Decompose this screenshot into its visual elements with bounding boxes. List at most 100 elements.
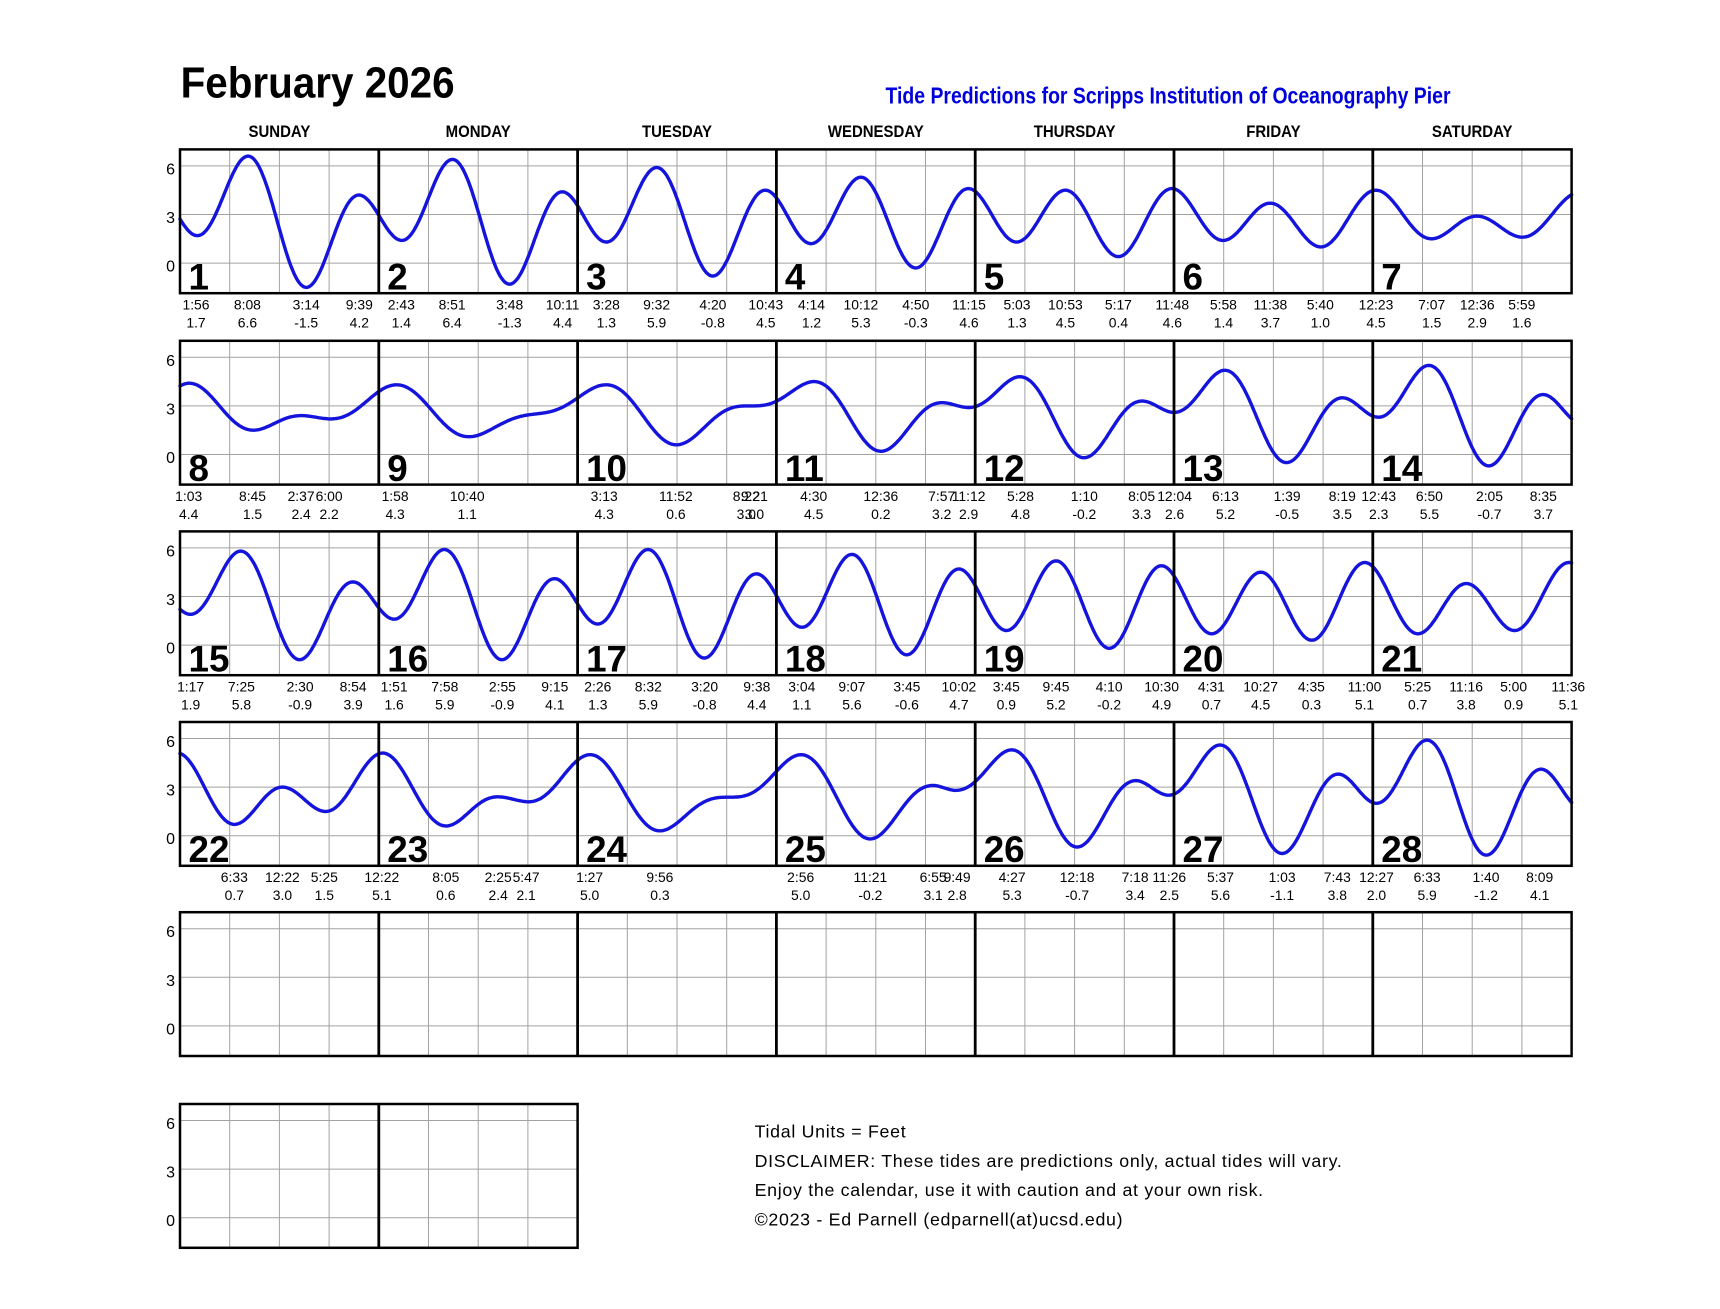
svg-text:-1.1: -1.1 — [1270, 887, 1294, 903]
svg-text:6: 6 — [166, 1116, 175, 1133]
svg-text:5:40: 5:40 — [1307, 296, 1334, 312]
svg-text:-0.2: -0.2 — [858, 887, 882, 903]
svg-text:1.1: 1.1 — [792, 696, 812, 712]
svg-text:0.9: 0.9 — [1504, 696, 1524, 712]
svg-text:1:10: 1:10 — [1071, 488, 1098, 504]
svg-text:16: 16 — [387, 638, 428, 679]
svg-text:0.7: 0.7 — [225, 887, 245, 903]
svg-text:1:03: 1:03 — [175, 488, 202, 504]
svg-text:4.1: 4.1 — [545, 696, 565, 712]
svg-text:MONDAY: MONDAY — [446, 123, 511, 141]
svg-text:3:20: 3:20 — [691, 678, 718, 694]
svg-text:11:52: 11:52 — [659, 488, 693, 504]
svg-text:4.2: 4.2 — [350, 314, 370, 330]
svg-text:1.2: 1.2 — [802, 314, 822, 330]
svg-text:11: 11 — [785, 448, 824, 489]
svg-text:2.4: 2.4 — [489, 887, 509, 903]
svg-text:4.3: 4.3 — [385, 506, 405, 522]
svg-text:5.9: 5.9 — [435, 696, 455, 712]
svg-text:4:20: 4:20 — [699, 296, 726, 312]
svg-text:8:22: 8:22 — [733, 488, 760, 504]
svg-text:4.7: 4.7 — [949, 696, 969, 712]
svg-text:8:51: 8:51 — [439, 296, 466, 312]
svg-text:2.8: 2.8 — [947, 887, 967, 903]
svg-text:7:07: 7:07 — [1418, 296, 1445, 312]
svg-text:4:27: 4:27 — [999, 869, 1026, 885]
svg-text:3: 3 — [166, 210, 175, 227]
svg-text:1.0: 1.0 — [1311, 314, 1331, 330]
svg-text:2.3: 2.3 — [1369, 506, 1389, 522]
svg-text:5.9: 5.9 — [647, 314, 667, 330]
svg-text:5:03: 5:03 — [1003, 296, 1030, 312]
svg-text:2.0: 2.0 — [1367, 887, 1387, 903]
svg-text:18: 18 — [785, 638, 826, 679]
svg-text:-1.3: -1.3 — [498, 314, 522, 330]
svg-text:5.8: 5.8 — [232, 696, 252, 712]
svg-text:1.3: 1.3 — [597, 314, 617, 330]
svg-text:2:30: 2:30 — [287, 678, 314, 694]
svg-text:6: 6 — [166, 353, 175, 370]
svg-text:3.0: 3.0 — [745, 506, 765, 522]
svg-text:14: 14 — [1381, 448, 1422, 489]
svg-text:SUNDAY: SUNDAY — [249, 123, 311, 141]
svg-text:3:13: 3:13 — [591, 488, 618, 504]
svg-text:SATURDAY: SATURDAY — [1432, 123, 1513, 141]
svg-text:4:35: 4:35 — [1298, 678, 1325, 694]
svg-text:-0.2: -0.2 — [1072, 506, 1096, 522]
svg-text:3: 3 — [166, 783, 175, 800]
svg-text:2:26: 2:26 — [584, 678, 611, 694]
svg-text:9:15: 9:15 — [541, 678, 568, 694]
svg-text:17: 17 — [586, 638, 627, 679]
svg-text:2:05: 2:05 — [1476, 488, 1503, 504]
svg-text:9:39: 9:39 — [346, 296, 373, 312]
svg-text:1: 1 — [189, 256, 209, 297]
svg-text:11:36: 11:36 — [1551, 678, 1585, 694]
svg-text:3.3: 3.3 — [1132, 506, 1152, 522]
svg-text:Tidal Units = Feet: Tidal Units = Feet — [755, 1122, 907, 1142]
svg-text:-1.5: -1.5 — [294, 314, 318, 330]
svg-text:6:33: 6:33 — [1414, 869, 1441, 885]
svg-text:4.6: 4.6 — [959, 314, 979, 330]
svg-text:5.2: 5.2 — [1216, 506, 1236, 522]
svg-text:1.5: 1.5 — [243, 506, 263, 522]
svg-text:2:43: 2:43 — [388, 296, 415, 312]
svg-text:5:25: 5:25 — [311, 869, 338, 885]
svg-text:3.2: 3.2 — [932, 506, 952, 522]
svg-text:9:07: 9:07 — [838, 678, 865, 694]
svg-text:-0.7: -0.7 — [1065, 887, 1089, 903]
svg-text:8:32: 8:32 — [635, 678, 662, 694]
svg-text:8:05: 8:05 — [432, 869, 459, 885]
svg-text:7:43: 7:43 — [1324, 869, 1351, 885]
svg-text:-0.9: -0.9 — [490, 696, 514, 712]
svg-text:27: 27 — [1183, 829, 1224, 870]
svg-text:3.0: 3.0 — [737, 506, 757, 522]
svg-text:11:00: 11:00 — [1348, 678, 1382, 694]
svg-text:4: 4 — [785, 256, 806, 297]
svg-text:11:21: 11:21 — [854, 869, 888, 885]
svg-text:21: 21 — [1381, 638, 1422, 679]
svg-text:6:50: 6:50 — [1416, 488, 1443, 504]
svg-text:-0.6: -0.6 — [895, 696, 919, 712]
svg-text:4.9: 4.9 — [1152, 696, 1172, 712]
svg-text:0.6: 0.6 — [436, 887, 456, 903]
svg-text:12:18: 12:18 — [1060, 869, 1095, 885]
svg-text:8:35: 8:35 — [1530, 488, 1557, 504]
svg-text:6:33: 6:33 — [221, 869, 248, 885]
svg-text:4.4: 4.4 — [747, 696, 767, 712]
svg-text:12:36: 12:36 — [1460, 296, 1495, 312]
svg-text:0.9: 0.9 — [997, 696, 1017, 712]
svg-text:3:14: 3:14 — [293, 296, 320, 312]
svg-text:6: 6 — [166, 924, 175, 941]
svg-text:0.7: 0.7 — [1408, 696, 1428, 712]
svg-text:5.3: 5.3 — [1002, 887, 1022, 903]
svg-text:TUESDAY: TUESDAY — [642, 123, 712, 141]
svg-text:2.4: 2.4 — [291, 506, 311, 522]
svg-text:4.5: 4.5 — [1056, 314, 1076, 330]
svg-text:5.1: 5.1 — [1355, 696, 1375, 712]
svg-text:6: 6 — [166, 161, 175, 178]
svg-text:12:43: 12:43 — [1361, 488, 1396, 504]
svg-text:1.7: 1.7 — [186, 314, 206, 330]
svg-text:5.6: 5.6 — [1211, 887, 1231, 903]
svg-text:4.5: 4.5 — [756, 314, 776, 330]
svg-text:3.5: 3.5 — [1333, 506, 1353, 522]
